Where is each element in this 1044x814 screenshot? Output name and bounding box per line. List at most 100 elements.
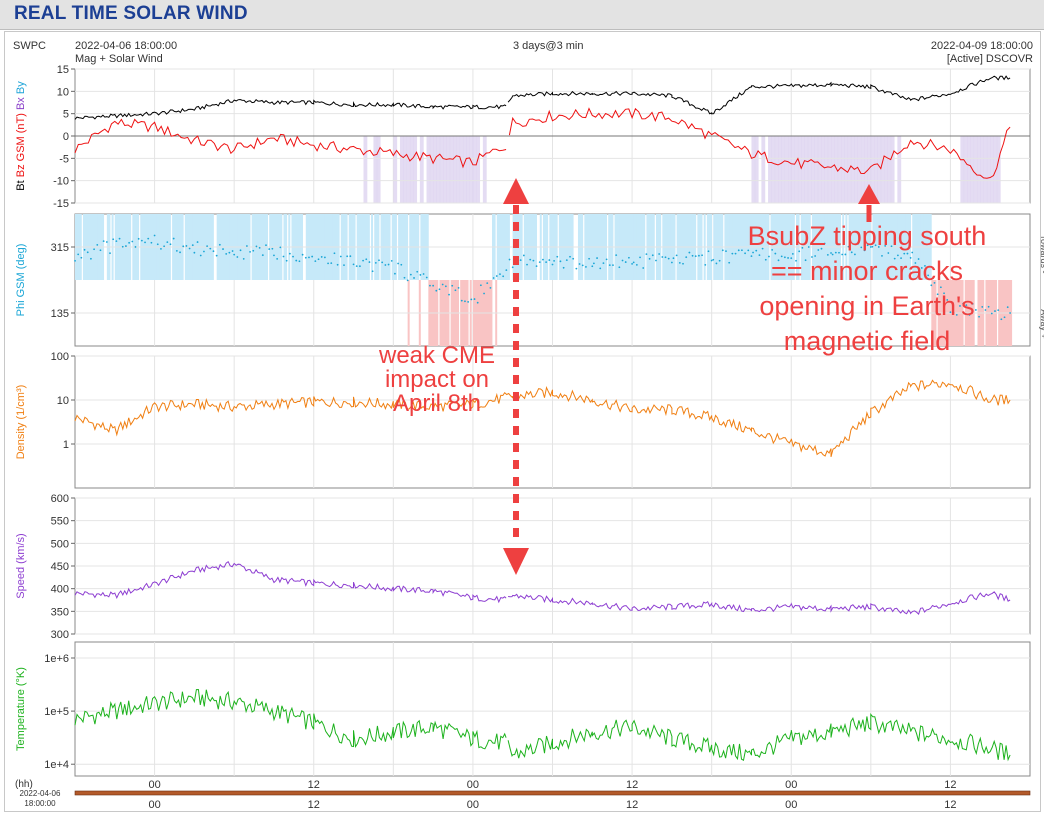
phi-point bbox=[890, 245, 893, 248]
phi-point bbox=[847, 245, 850, 248]
bz-south-shade bbox=[476, 136, 481, 203]
phi-point bbox=[425, 276, 428, 279]
phi-point bbox=[394, 272, 396, 275]
phi-point bbox=[188, 247, 191, 250]
bz-south-shade bbox=[409, 136, 414, 203]
phi-point bbox=[831, 253, 834, 256]
phi-point bbox=[971, 302, 974, 305]
phi-point bbox=[545, 261, 548, 264]
time-range-bar bbox=[74, 790, 1031, 796]
phi-point bbox=[962, 302, 965, 305]
phi-point bbox=[406, 279, 409, 282]
phi-point bbox=[74, 259, 76, 262]
bz-south-shade bbox=[436, 136, 441, 203]
phi-point bbox=[615, 254, 618, 256]
x-start-date: 2022-04-06 bbox=[20, 789, 61, 798]
phi-point bbox=[955, 313, 958, 316]
phi-point bbox=[444, 285, 447, 288]
phi-point bbox=[199, 254, 202, 257]
page-title: REAL TIME SOLAR WIND bbox=[14, 3, 248, 24]
phi-point bbox=[747, 249, 750, 252]
phi-point bbox=[682, 262, 684, 265]
phi-point bbox=[755, 249, 758, 252]
bz-south-shade bbox=[831, 136, 835, 203]
x-tick-label-upper: 00 bbox=[467, 779, 479, 791]
phi-point bbox=[467, 301, 470, 303]
bz-south-shade bbox=[983, 136, 988, 203]
bz-south-shade bbox=[399, 136, 404, 203]
phi-point bbox=[535, 265, 538, 268]
phi-point bbox=[193, 251, 196, 254]
temperature-ytick-label: 1e+5 bbox=[44, 706, 69, 718]
phi-point bbox=[182, 245, 185, 248]
phi-point bbox=[632, 261, 635, 264]
phi-point bbox=[924, 264, 926, 267]
x-tick-label-upper: 12 bbox=[308, 779, 320, 791]
phi-point bbox=[384, 264, 387, 266]
phi-point bbox=[990, 312, 993, 315]
phi-point bbox=[163, 245, 166, 248]
bz-south-shade bbox=[980, 136, 985, 203]
x-tick-label-upper: 00 bbox=[148, 779, 160, 791]
phi-point bbox=[712, 258, 715, 261]
phi-point bbox=[556, 255, 559, 258]
mag-ytick-label: 15 bbox=[57, 64, 69, 76]
phi-point bbox=[764, 258, 767, 261]
phi-point bbox=[249, 250, 251, 253]
phi-point bbox=[1009, 312, 1012, 314]
phi-point bbox=[860, 246, 863, 249]
phi-point bbox=[551, 263, 554, 266]
phi-point bbox=[505, 269, 508, 272]
phi-point bbox=[365, 258, 368, 261]
phi-point bbox=[333, 252, 336, 255]
phi-point bbox=[470, 298, 473, 301]
phi-point bbox=[877, 246, 880, 248]
bz-south-shade bbox=[860, 136, 865, 203]
phi-point bbox=[949, 311, 952, 314]
phi-ytick-label: 135 bbox=[51, 308, 69, 320]
phi-point bbox=[881, 254, 883, 257]
phi-point bbox=[939, 286, 942, 289]
bz-south-shade bbox=[864, 136, 869, 203]
phi-point bbox=[930, 284, 933, 287]
phi-point bbox=[499, 273, 501, 276]
bz-south-shade bbox=[897, 136, 902, 203]
bz-south-shade bbox=[811, 136, 815, 203]
phi-point bbox=[678, 261, 681, 264]
bz-south-shade bbox=[433, 136, 437, 203]
phi-point bbox=[811, 256, 813, 258]
phi-point bbox=[823, 242, 826, 245]
phi-point bbox=[820, 247, 823, 250]
phi-point bbox=[378, 259, 380, 262]
phi-point bbox=[863, 249, 866, 252]
bz-south-shade bbox=[887, 136, 892, 203]
phi-point bbox=[265, 244, 267, 247]
mag-ytick-label: 0 bbox=[63, 131, 69, 143]
phi-point bbox=[397, 262, 400, 265]
phi-point bbox=[538, 261, 541, 263]
phi-point bbox=[96, 243, 99, 246]
phi-point bbox=[830, 252, 832, 254]
phi-point bbox=[473, 298, 476, 300]
bz-south-shade bbox=[426, 136, 431, 203]
phi-point bbox=[777, 259, 780, 262]
phi-point bbox=[761, 247, 764, 250]
density-ytick-label: 1 bbox=[63, 439, 69, 451]
phi-point bbox=[783, 256, 786, 259]
phi-point bbox=[228, 251, 231, 254]
phi-point bbox=[884, 245, 887, 247]
phi-point bbox=[156, 243, 159, 246]
phi-away-label: Away + bbox=[1039, 309, 1044, 339]
phi-point bbox=[362, 259, 364, 262]
phi-point bbox=[336, 263, 339, 266]
phi-point bbox=[292, 255, 294, 258]
speed-ytick-label: 500 bbox=[51, 538, 69, 550]
phi-point bbox=[917, 258, 920, 260]
bz-south-shade bbox=[754, 136, 759, 203]
phi-point bbox=[920, 267, 923, 269]
phi-point bbox=[438, 288, 441, 291]
phi-point bbox=[166, 241, 169, 244]
phi-point bbox=[718, 259, 721, 262]
phi-point bbox=[231, 250, 234, 252]
